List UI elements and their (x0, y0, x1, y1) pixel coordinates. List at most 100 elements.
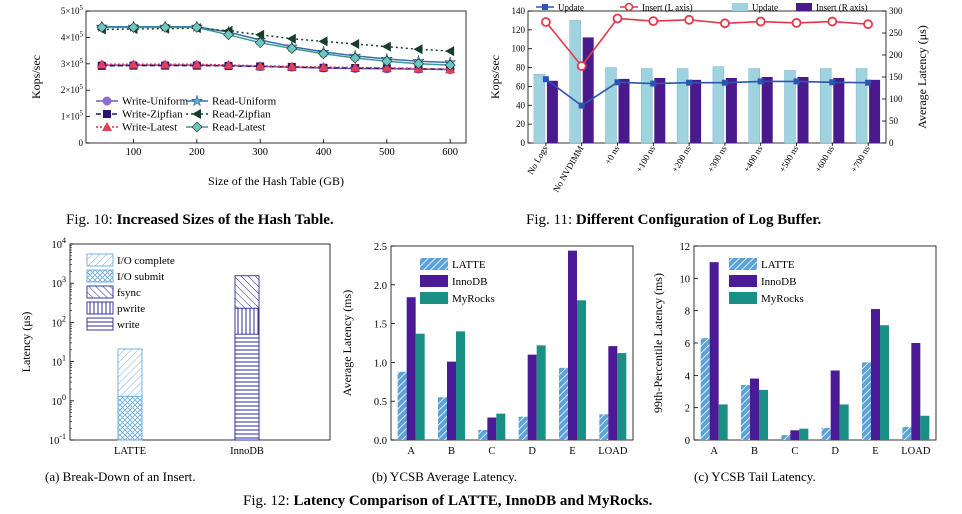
fig12c-bar-myrocks (799, 428, 809, 440)
fig11-ytick-label: 40 (516, 100, 526, 110)
fig12b-xtick-label: E (569, 446, 575, 457)
fig12a-legend-label: I/O complete (117, 255, 175, 267)
fig12c-bar-myrocks (718, 404, 728, 440)
fig11-point-insert-latency (755, 16, 766, 27)
fig11-chart: 0 20 40 60 80 100 120 140 0 50 100 150 200 250 300 Kops… (488, 3, 929, 194)
fig10-point-write-latest (350, 62, 361, 72)
fig10-point-read-zipfian (445, 46, 455, 57)
fig12b-ytick-label: 1.0 (374, 358, 387, 369)
fig12a-legend-swatch (86, 285, 114, 299)
fig12c-bar-innodb (911, 343, 921, 440)
fig10-point-write-latest (223, 59, 234, 69)
fig11-legend-label: Insert (R axis) (816, 3, 868, 13)
fig12b-xtick-label: B (448, 446, 455, 457)
fig11-point-update-latency (650, 80, 657, 87)
fig10-legend-marker (102, 122, 112, 131)
fig11-xtick-label: +400 ns (741, 144, 764, 174)
fig10-series-line-write-zipfian (101, 64, 451, 71)
fig12b-legend-swatch (420, 275, 448, 287)
fig12b-bar-latte (478, 429, 488, 440)
fig12c-xtick-label: A (710, 446, 718, 457)
fig12c-legend-swatch (729, 292, 757, 304)
fig10-xtick-label: 500 (379, 147, 395, 158)
fig12c-ytick-label: 4 (685, 371, 691, 382)
fig10-legend-label: Write-Zipfian (122, 109, 183, 121)
fig11-legend-label: Update (558, 3, 584, 13)
fig10-legend-label: Read-Zipfian (212, 109, 271, 121)
fig12b-legend-swatch (420, 292, 448, 304)
fig11-bar-update (605, 67, 617, 144)
fig12c-bar-innodb (750, 378, 759, 440)
fig11-ytick-right-label: 100 (889, 94, 903, 104)
fig12b-bar-innodb (406, 297, 416, 440)
fig10-point-read-latest (191, 21, 203, 33)
fig10-point-write-latest (96, 59, 107, 69)
fig12c-bar-myrocks (880, 325, 889, 440)
fig12b-bar-myrocks (577, 300, 586, 440)
fig11-legend-swatch (796, 3, 812, 11)
fig10-point-read-zipfian (318, 36, 328, 47)
fig11-xtick-label: +0 ns (603, 144, 622, 167)
fig11-point-update-latency (614, 79, 621, 86)
fig12b-ytick-label: 0.5 (374, 397, 387, 408)
fig11-ytick-label: 120 (512, 25, 526, 35)
fig11-line-update-latency (545, 78, 869, 107)
fig11-bar-insert (654, 77, 666, 143)
fig12a-ylabel: Latency (μs) (19, 312, 33, 373)
fig10-point-read-zipfian (381, 41, 391, 52)
fig12b-bar-latte (397, 371, 407, 440)
fig11-point-update-latency (721, 79, 728, 86)
fig12a-legend-label: write (117, 319, 140, 331)
fig11-legend-label: Update (752, 3, 778, 13)
fig10-ylabel: Kops/sec (29, 55, 43, 99)
fig12c-legend-swatch (729, 275, 757, 287)
fig12b-axes-frame (390, 245, 634, 441)
fig11-bar-update (676, 68, 689, 144)
fig10-xtick-label: 100 (126, 147, 142, 158)
fig11-xtick-label: +100 ns (634, 144, 657, 174)
fig12c-bar-latte (700, 338, 710, 440)
fig10-axes-frame (85, 10, 467, 144)
fig12c-chart: 0 2 4 6 8 10 12 99th-Percentile Latency (ms) A B C… (651, 242, 937, 457)
fig11-point-insert-latency (576, 61, 587, 71)
fig12b-bar-latte (559, 367, 568, 440)
fig10-legend-marker (192, 109, 201, 119)
fig11-xtick-label: +500 ns (777, 144, 800, 174)
fig12b-xtick-label: C (488, 446, 495, 457)
fig11-xtick-label: +700 ns (849, 144, 872, 174)
fig12c-ytick-label: 0 (685, 436, 690, 447)
fig10-legend-label: Write-Latest (122, 122, 177, 134)
fig10-point-read-zipfian (255, 29, 265, 40)
fig12b-legend-swatch (420, 258, 448, 270)
fig12a-legend-swatch (86, 317, 114, 331)
fig12c-ytick-label: 8 (685, 307, 690, 318)
fig12c-bar-innodb (830, 370, 840, 440)
fig12c-legend-label: MyRocks (761, 293, 804, 305)
fig12b-xtick-label: D (528, 446, 536, 457)
fig12b-bar-myrocks (496, 413, 506, 440)
fig12a-xtick-label: LATTE (114, 446, 146, 457)
fig10-point-read-latest (318, 48, 329, 60)
fig10-point-write-latest (381, 62, 392, 72)
fig12c-bar-latte (902, 427, 912, 440)
fig12c-xtick-label: E (872, 446, 878, 457)
fig10-legend-label: Read-Latest (212, 122, 265, 134)
fig12b-xtick-label: A (407, 446, 415, 457)
fig12b-ytick-label: 2.5 (374, 242, 387, 253)
fig12a-legend-label: pwrite (117, 303, 145, 315)
fig10-legend-label: Read-Uniform (212, 96, 277, 108)
fig12a-ytick-label: 103 (52, 275, 67, 290)
fig12a-legend-swatch (86, 253, 114, 267)
fig10-point-read-latest (349, 52, 361, 64)
fig12a-legend-label: I/O submit (117, 271, 164, 283)
fig12-caption: Fig. 12: Latency Comparison of LATTE, In… (243, 493, 653, 509)
fig11-ytick-right-label: 250 (889, 28, 903, 38)
fig10-point-read-latest (96, 21, 108, 33)
fig12c-legend-swatch (729, 258, 757, 270)
fig10-xlabel: Size of the Hash Table (GB) (208, 174, 344, 188)
fig12c-ytick-label: 6 (685, 339, 690, 350)
fig12b-bar-innodb (447, 361, 456, 440)
fig12b-chart: 0.0 0.5 1.0 1.5 2.0 2.5 Average Latency (ms) A B… (340, 242, 634, 457)
fig11-axes-frame (527, 10, 887, 144)
